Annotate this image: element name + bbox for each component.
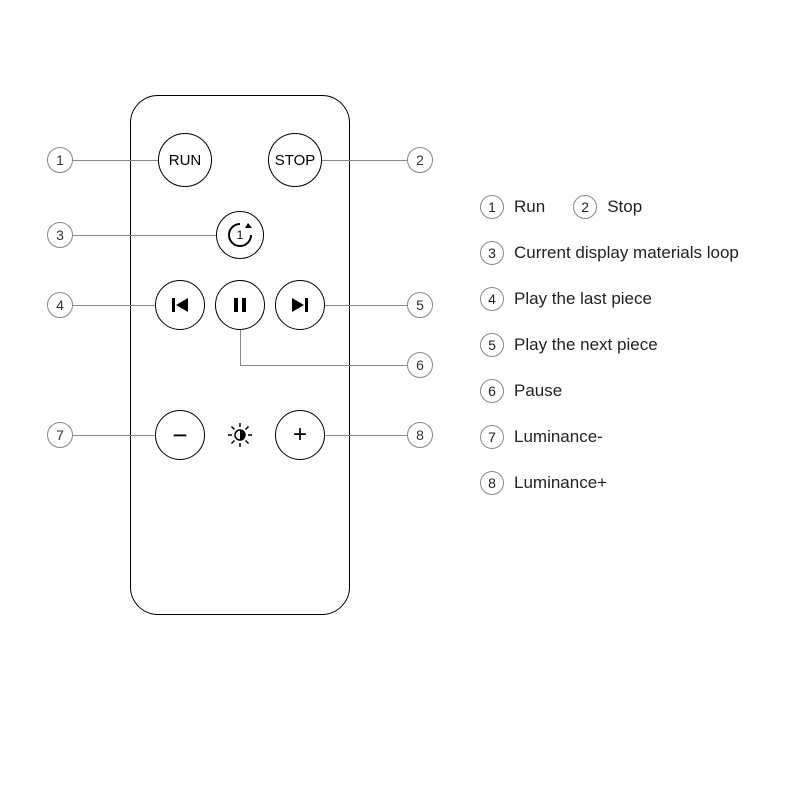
lead-2: [322, 160, 407, 161]
loop-icon: 1: [225, 220, 255, 250]
legend-row-6: 6 Pause: [480, 379, 739, 403]
minus-label: −: [172, 422, 187, 448]
svg-text:1: 1: [237, 228, 244, 242]
legend-text-1: Run: [514, 197, 545, 217]
callout-1: 1: [47, 147, 73, 173]
luminance-plus-button[interactable]: +: [275, 410, 325, 460]
skip-previous-icon: [169, 294, 191, 316]
loop-button[interactable]: 1: [216, 211, 264, 259]
legend-row-3: 3 Current display materials loop: [480, 241, 739, 265]
callout-2: 2: [407, 147, 433, 173]
lead-4: [73, 305, 155, 306]
plus-label: +: [293, 423, 307, 447]
luminance-minus-button[interactable]: −: [155, 410, 205, 460]
brightness-icon: [225, 420, 255, 450]
lead-3: [73, 235, 216, 236]
callout-7: 7: [47, 422, 73, 448]
stop-button[interactable]: STOP: [268, 133, 322, 187]
lead-1: [73, 160, 158, 161]
callout-4: 4: [47, 292, 73, 318]
skip-next-icon: [289, 294, 311, 316]
lead-6-v: [240, 330, 241, 365]
lead-5: [325, 305, 407, 306]
lead-6-h: [240, 365, 407, 366]
legend-text-2: Stop: [607, 197, 642, 217]
lead-8: [325, 435, 407, 436]
legend-row-5: 5 Play the next piece: [480, 333, 739, 357]
lead-7: [73, 435, 155, 436]
pause-button[interactable]: [215, 280, 265, 330]
legend-row-8: 8 Luminance+: [480, 471, 739, 495]
pause-icon: [230, 295, 250, 315]
next-button[interactable]: [275, 280, 325, 330]
run-button[interactable]: RUN: [158, 133, 212, 187]
diagram-stage: RUN STOP 1 −: [0, 0, 800, 800]
callout-5: 5: [407, 292, 433, 318]
legend-num-2: 2: [573, 195, 597, 219]
run-label: RUN: [169, 152, 202, 169]
legend-row-1-2: 1 Run 2 Stop: [480, 195, 739, 219]
legend-row-4: 4 Play the last piece: [480, 287, 739, 311]
callout-8: 8: [407, 422, 433, 448]
previous-button[interactable]: [155, 280, 205, 330]
stop-label: STOP: [275, 152, 316, 169]
callout-6: 6: [407, 352, 433, 378]
legend: 1 Run 2 Stop 3 Current display materials…: [480, 195, 739, 517]
legend-num-1: 1: [480, 195, 504, 219]
legend-row-7: 7 Luminance-: [480, 425, 739, 449]
callout-3: 3: [47, 222, 73, 248]
